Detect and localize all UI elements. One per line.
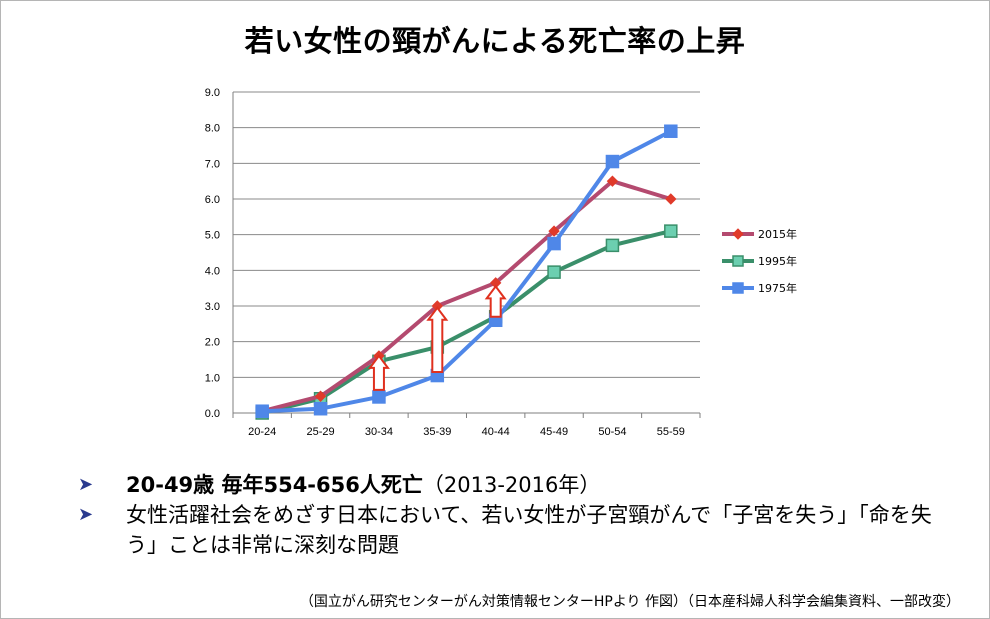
y-tick-label: 4.0 — [205, 265, 220, 277]
series-line — [261, 229, 672, 415]
data-point — [313, 401, 328, 416]
bullet-normal-text: （2013-2016年） — [422, 473, 601, 497]
increase-arrow — [426, 306, 449, 373]
y-tick-label: 7.0 — [205, 158, 220, 170]
x-tick-label: 35-39 — [423, 426, 451, 438]
x-tick-label: 50-54 — [598, 426, 626, 438]
legend-label: 1975年 — [758, 281, 797, 295]
data-point — [372, 390, 386, 404]
data-point — [314, 390, 327, 402]
series-line — [262, 129, 672, 414]
data-point — [548, 225, 560, 237]
x-tick-label: 30-34 — [365, 426, 393, 438]
source-note: （国立がん研究センターがん対策情報センターHPより 作図）（日本産科婦人科学会編… — [299, 594, 960, 610]
y-tick-label: 1.0 — [205, 372, 220, 384]
data-point — [547, 265, 561, 279]
legend-label: 2015年 — [758, 227, 797, 241]
y-tick-label: 6.0 — [205, 194, 220, 206]
data-point — [664, 224, 678, 238]
arrow-bullet-icon: ➤ — [78, 474, 94, 495]
series-line — [261, 179, 672, 414]
bullet-item: ➤ 女性活躍社会をめざす日本において、若い女性が子宮頸がんで「子宮を失う」「命を… — [78, 500, 958, 560]
y-tick-label: 8.0 — [205, 123, 220, 135]
data-point — [605, 154, 620, 169]
data-point — [664, 124, 678, 138]
bullet-list: ➤ 20-49歳 毎年554-656人死亡（2013-2016年） ➤ 女性活躍… — [78, 470, 958, 560]
legend-marker — [732, 255, 744, 267]
data-point — [255, 404, 269, 418]
y-tick-label: 9.0 — [205, 87, 220, 99]
y-tick-label: 2.0 — [205, 337, 220, 349]
bullet-item: ➤ 20-49歳 毎年554-656人死亡（2013-2016年） — [78, 470, 958, 500]
bullet-normal-text: 女性活躍社会をめざす日本において、若い女性が子宮頸がんで「子宮を失う」「命を失う… — [126, 503, 932, 557]
data-point — [665, 193, 677, 205]
y-tick-label: 3.0 — [205, 301, 220, 313]
x-tick-label: 55-59 — [657, 426, 685, 438]
y-tick-label: 5.0 — [205, 230, 220, 242]
legend-label: 1995年 — [758, 254, 797, 268]
data-point — [547, 236, 561, 251]
x-tick-label: 45-49 — [540, 426, 568, 438]
increase-arrow — [367, 354, 390, 391]
bullet-emphasis: 20-49歳 毎年554-656人死亡 — [126, 473, 423, 497]
bullet-text: 女性活躍社会をめざす日本において、若い女性が子宮頸がんで「子宮を失う」「命を失う… — [126, 500, 958, 560]
bullet-text: 20-49歳 毎年554-656人死亡（2013-2016年） — [126, 470, 958, 500]
line-chart: 0.0 1.0 2.0 3.0 4.0 5.0 6.0 7.0 8.0 9.0 20-24 25-29… — [205, 87, 797, 438]
data-point — [606, 175, 619, 187]
y-tick-label: 0.0 — [205, 408, 220, 420]
x-tick-label: 25-29 — [306, 426, 334, 438]
arrow-bullet-icon: ➤ — [78, 504, 94, 525]
legend-marker — [732, 228, 744, 240]
x-tick-label: 20-24 — [248, 426, 276, 438]
x-tick-label: 40-44 — [482, 426, 510, 438]
legend-marker — [732, 282, 744, 294]
data-point — [605, 238, 620, 253]
slide-title: 若い女性の頸がんによる死亡率の上昇 — [244, 24, 746, 58]
increase-arrow — [484, 284, 507, 318]
